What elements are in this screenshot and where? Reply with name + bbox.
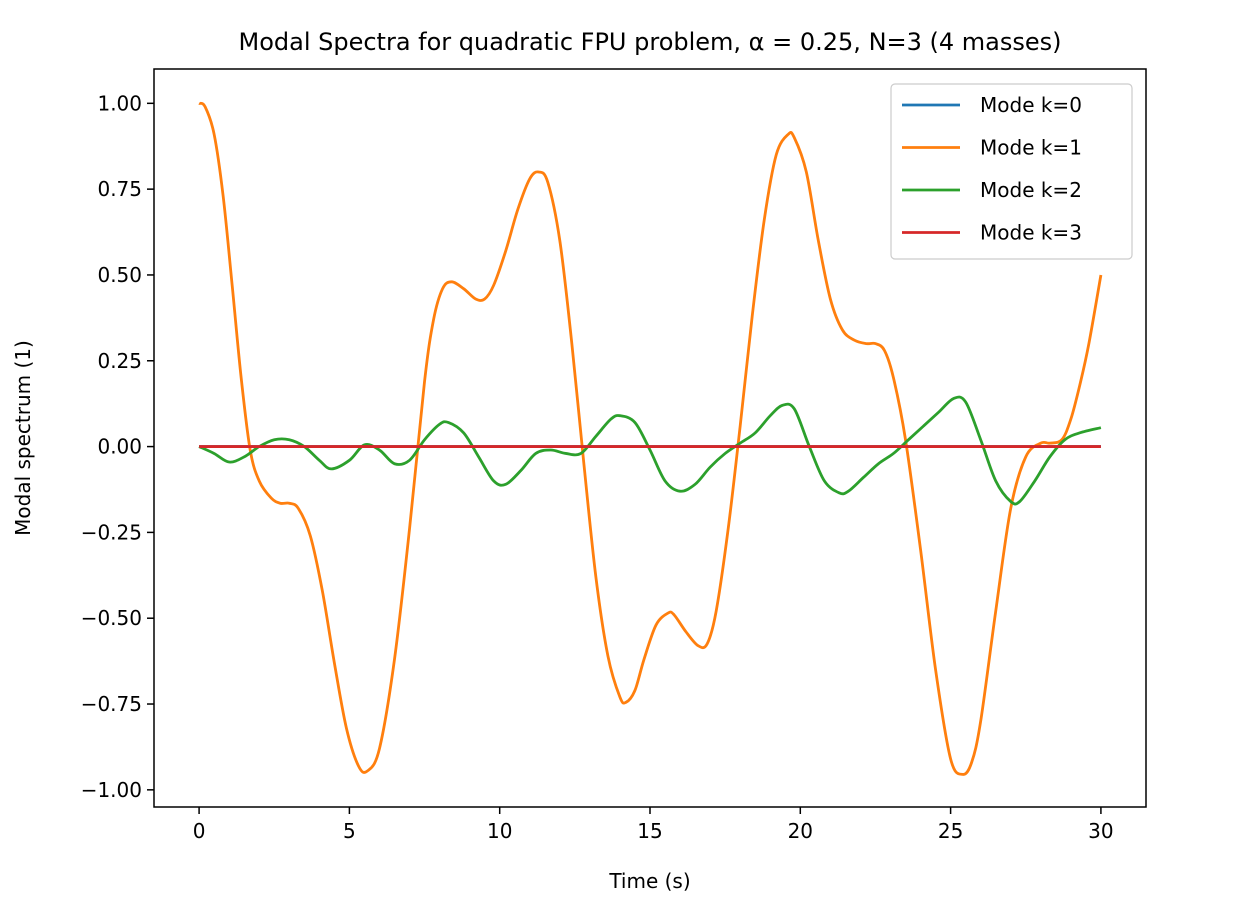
legend-box bbox=[890, 83, 1133, 260]
legend-label: Mode k=1 bbox=[980, 136, 1082, 160]
y-tick-label: 0.50 bbox=[97, 263, 142, 287]
y-tick-label: −1.00 bbox=[81, 778, 142, 802]
x-tick-label: 20 bbox=[788, 819, 813, 843]
y-tick-label: −0.25 bbox=[81, 520, 142, 544]
x-tick-label: 5 bbox=[343, 819, 356, 843]
series-line-mode-k1 bbox=[198, 101, 1103, 776]
legend-item-mode-k0: Mode k=0 bbox=[902, 93, 1082, 117]
x-tick-label: 10 bbox=[487, 819, 512, 843]
y-tick-label: 0.25 bbox=[97, 349, 142, 373]
y-tick-label: −0.75 bbox=[81, 692, 142, 716]
legend-item-mode-k2: Mode k=2 bbox=[902, 178, 1082, 202]
legend-item-mode-k3: Mode k=3 bbox=[902, 221, 1082, 245]
x-axis-ticks: 0 5 10 15 20 25 30 bbox=[193, 807, 1114, 843]
legend-label: Mode k=0 bbox=[980, 93, 1082, 117]
legend-item-mode-k1: Mode k=1 bbox=[902, 136, 1082, 160]
legend-label: Mode k=2 bbox=[980, 178, 1082, 202]
y-tick-label: 1.00 bbox=[97, 91, 142, 115]
plot-frame bbox=[153, 68, 1147, 808]
series-layer bbox=[198, 101, 1103, 776]
legend-label: Mode k=3 bbox=[980, 221, 1082, 245]
y-axis-ticks: 1.00 0.75 0.50 0.25 0.00 −0.25 −0.50 −0.75 −1.00 bbox=[81, 91, 154, 802]
chart-title: Modal Spectra for quadratic FPU problem,… bbox=[238, 28, 1061, 56]
x-tick-label: 15 bbox=[637, 819, 662, 843]
x-tick-label: 25 bbox=[938, 819, 963, 843]
x-tick-label: 30 bbox=[1088, 819, 1113, 843]
y-tick-label: 0.00 bbox=[97, 435, 142, 459]
legend: Mode k=0 Mode k=1 Mode k=2 Mode k=3 bbox=[890, 83, 1133, 260]
y-tick-label: 0.75 bbox=[97, 177, 142, 201]
x-tick-label: 0 bbox=[193, 819, 206, 843]
y-tick-label: −0.50 bbox=[81, 606, 142, 630]
x-axis-label: Time (s) bbox=[608, 869, 690, 893]
series-line-mode-k2 bbox=[198, 395, 1102, 506]
y-axis-label: Modal spectrum (1) bbox=[11, 340, 35, 536]
